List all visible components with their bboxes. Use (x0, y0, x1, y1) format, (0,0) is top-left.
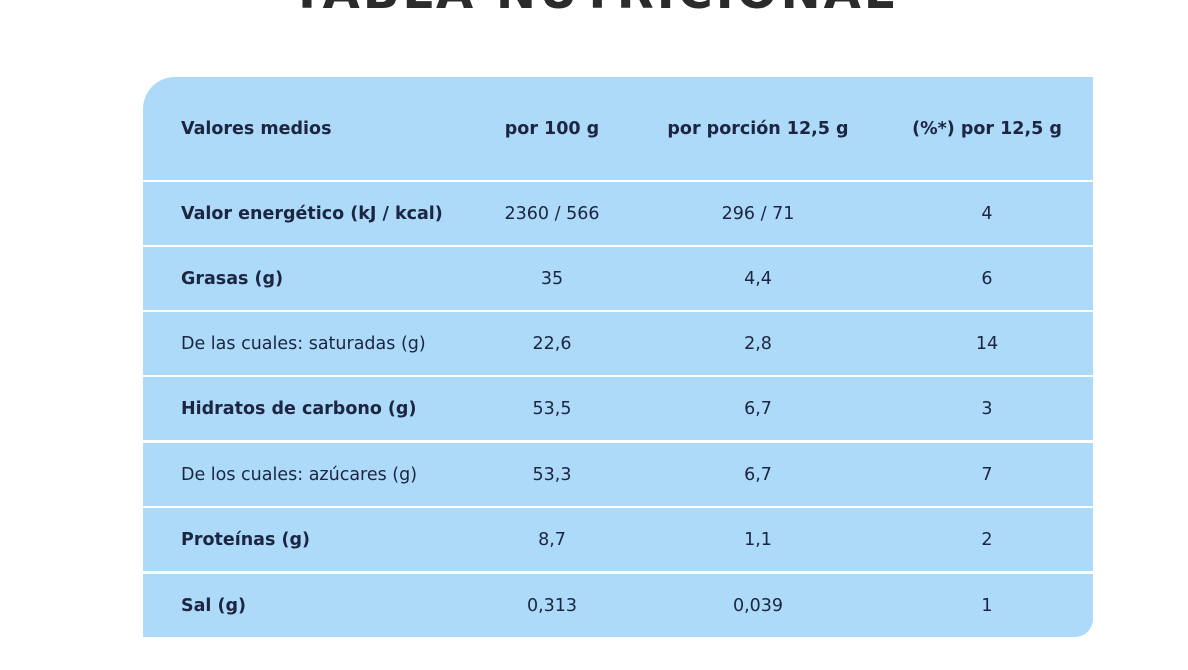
row-value-per-100g: 53,5 (532, 398, 572, 419)
header-cell-per-portion: por porción 12,5 g (667, 118, 849, 139)
table-header-row: Valores medios por 100 g por porción 12,… (143, 77, 1093, 180)
row-value-percent: 3 (981, 398, 993, 419)
row-value-per-100g: 22,6 (532, 333, 572, 354)
row-value-percent: 4 (981, 203, 993, 224)
row-value-percent: 6 (981, 268, 993, 289)
table-row: Proteínas (g) 8,7 1,1 2 (143, 508, 1093, 571)
row-value-percent: 14 (975, 333, 999, 354)
row-value-per-portion: 6,7 (744, 398, 772, 419)
table-row: Hidratos de carbono (g) 53,5 6,7 3 (143, 377, 1093, 440)
row-value-per-portion: 1,1 (744, 529, 772, 550)
table-row: Grasas (g) 35 4,4 6 (143, 247, 1093, 310)
table-row: Sal (g) 0,313 0,039 1 (143, 574, 1093, 637)
row-value-per-100g: 2360 / 566 (504, 203, 600, 224)
header-cell-percent: (%*) por 12,5 g (912, 118, 1062, 139)
row-value-per-portion: 296 / 71 (721, 203, 795, 224)
row-label: Hidratos de carbono (g) (181, 398, 417, 419)
table-row: De los cuales: azúcares (g) 53,3 6,7 7 (143, 443, 1093, 506)
row-value-per-100g: 35 (540, 268, 564, 289)
header-cell-label: Valores medios (181, 118, 332, 139)
row-label: Sal (g) (181, 595, 247, 616)
table-row: De las cuales: saturadas (g) 22,6 2,8 14 (143, 312, 1093, 375)
row-label: De los cuales: azúcares (g) (181, 464, 418, 485)
row-value-per-portion: 0,039 (732, 595, 784, 616)
row-value-per-100g: 0,313 (526, 595, 578, 616)
row-label: Grasas (g) (181, 268, 284, 289)
header-cell-per-100g: por 100 g (504, 118, 600, 139)
row-label: Valor energético (kJ / kcal) (181, 203, 443, 224)
row-value-percent: 2 (981, 529, 993, 550)
row-value-per-portion: 4,4 (744, 268, 772, 289)
row-label: Proteínas (g) (181, 529, 311, 550)
row-value-percent: 1 (981, 595, 993, 616)
row-value-per-portion: 6,7 (744, 464, 772, 485)
row-label: De las cuales: saturadas (g) (181, 333, 426, 354)
table-row: Valor energético (kJ / kcal) 2360 / 566 … (143, 182, 1093, 245)
nutrition-table: Valores medios por 100 g por porción 12,… (143, 77, 1093, 637)
page-title: TABLA NUTRICIONAL (0, 0, 1188, 16)
row-value-per-100g: 8,7 (538, 529, 566, 550)
row-value-per-100g: 53,3 (532, 464, 572, 485)
row-value-per-portion: 2,8 (744, 333, 772, 354)
row-value-percent: 7 (981, 464, 993, 485)
